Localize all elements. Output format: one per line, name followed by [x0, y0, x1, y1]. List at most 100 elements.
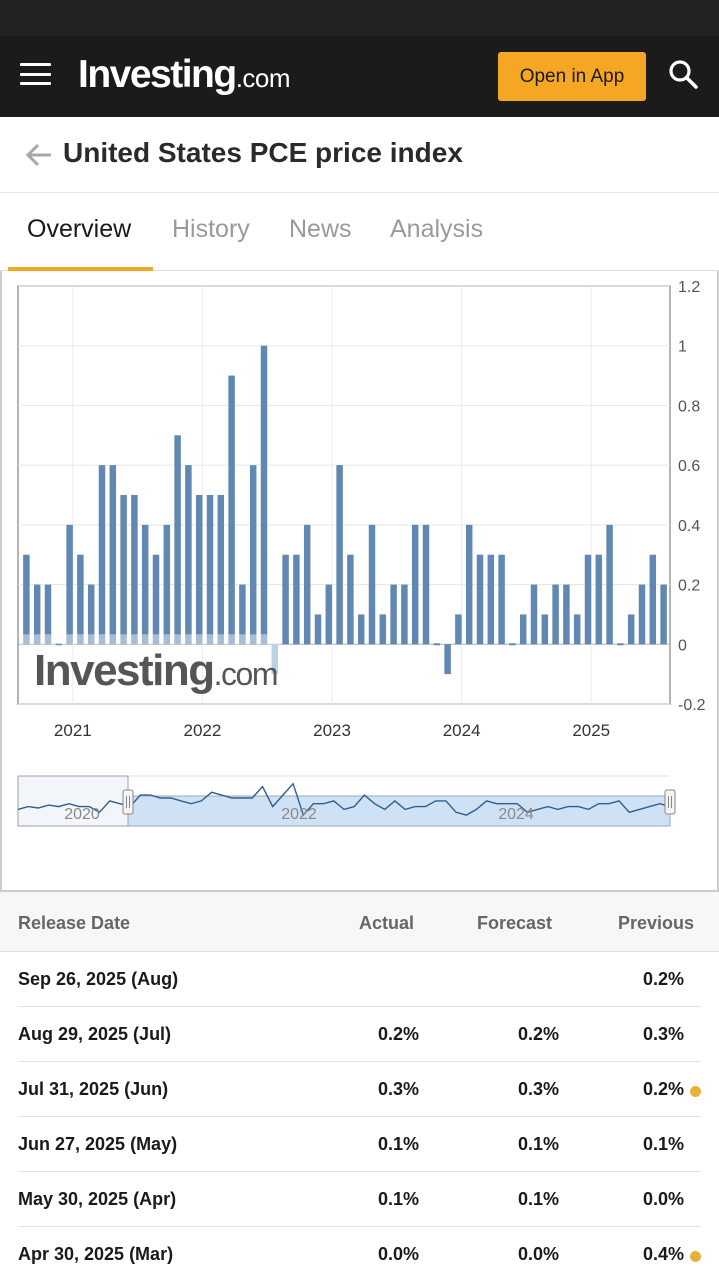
bar-2022-08[interactable] [282, 554, 289, 645]
navigator-selected-range[interactable] [127, 795, 671, 827]
cell-previous: 0.4% [642, 1244, 684, 1264]
tab-news[interactable]: News [289, 215, 352, 243]
bar-2021-10[interactable] [174, 435, 181, 645]
bar-2021-01[interactable] [77, 554, 84, 645]
tab-history[interactable]: History [172, 215, 250, 243]
table-row[interactable]: Apr 30, 2025 (Mar) 0.0% 0.0% 0.4% [0, 1227, 719, 1280]
pce-bar-chart[interactable]: Investing.com 1.2 1 0.8 0.6 0.4 0.2 0 -0.2 2021… [2, 271, 717, 890]
bar-2023-01[interactable] [336, 465, 343, 645]
bar-2024-04[interactable] [498, 554, 505, 645]
bar-2023-02[interactable] [347, 554, 354, 645]
bar-2023-10[interactable] [433, 643, 441, 646]
y-tick-label: 0.8 [678, 398, 700, 415]
bar-2022-02[interactable] [217, 495, 225, 645]
tab-overview[interactable]: Overview [27, 215, 132, 243]
bar-2022-05[interactable] [249, 465, 257, 645]
bar-2024-12[interactable] [584, 554, 592, 645]
table-row[interactable]: May 30, 2025 (Apr) 0.1% 0.1% 0.0% [0, 1172, 719, 1227]
bar-2021-09[interactable] [163, 524, 171, 645]
bar-2024-03[interactable] [487, 554, 495, 645]
bar-2024-10[interactable] [563, 584, 570, 645]
revision-dot-icon [690, 1251, 701, 1262]
bar-2024-11[interactable] [573, 614, 581, 645]
navigator-right-handle[interactable] [664, 789, 676, 815]
y-axis-ticks: 1.2 1 0.8 0.6 0.4 0.2 0 -0.2 [678, 279, 706, 714]
bar-2025-02[interactable] [606, 524, 613, 645]
bar-2023-05[interactable] [379, 614, 387, 645]
bar-2022-11[interactable] [314, 614, 322, 645]
cell-forecast: 0.3% [517, 1079, 559, 1099]
bar-2021-06[interactable] [131, 495, 138, 645]
table-row[interactable]: Sep 26, 2025 (Aug) 0.2% [0, 952, 719, 1007]
bar-2023-04[interactable] [368, 524, 376, 645]
table-row[interactable]: Jul 31, 2025 (Jun) 0.3% 0.3% 0.2% [0, 1062, 719, 1117]
bar-2020-10[interactable] [44, 584, 52, 645]
cell-release-date: Sep 26, 2025 (Aug) [18, 969, 179, 989]
bar-2022-06[interactable] [260, 345, 268, 645]
bar-2021-12[interactable] [195, 495, 203, 645]
chart-panel: Investing.com 1.2 1 0.8 0.6 0.4 0.2 0 -0.2 2021… [0, 271, 719, 892]
bar-2024-08[interactable] [541, 614, 549, 645]
bar-2025-03[interactable] [617, 643, 624, 646]
bar-2025-01[interactable] [595, 554, 603, 645]
cell-forecast: 0.1% [517, 1189, 559, 1209]
bar-2021-11[interactable] [185, 465, 192, 645]
table-row[interactable]: Jun 27, 2025 (May) 0.1% 0.1% 0.1% [0, 1117, 719, 1172]
bar-2024-01[interactable] [465, 524, 473, 645]
search-icon[interactable] [667, 58, 699, 90]
bar-2024-02[interactable] [476, 554, 484, 645]
bar-2020-09[interactable] [33, 584, 41, 645]
cell-release-date: May 30, 2025 (Apr) [18, 1189, 177, 1209]
bar-2025-07[interactable] [660, 584, 667, 645]
bar-2022-03[interactable] [228, 375, 235, 645]
navigator-label: 2020 [64, 806, 100, 823]
bar-2021-07[interactable] [141, 524, 149, 645]
cell-actual: 0.3% [377, 1079, 419, 1099]
navigator-left-handle[interactable] [122, 789, 134, 815]
y-tick-label: -0.2 [678, 697, 706, 714]
range-navigator[interactable]: 2020 2022 2024 [17, 775, 676, 827]
bar-2024-07[interactable] [530, 584, 538, 645]
bar-2021-02[interactable] [87, 584, 95, 645]
table-row[interactable]: Aug 29, 2025 (Jul) 0.2% 0.2% 0.3% [0, 1007, 719, 1062]
chart-bars [20, 345, 667, 675]
bar-2021-03[interactable] [98, 465, 106, 645]
arrow-left-icon[interactable] [24, 140, 54, 170]
bar-2022-04[interactable] [239, 584, 246, 645]
bar-2020-08[interactable] [23, 554, 30, 645]
bar-2024-05[interactable] [509, 643, 516, 646]
bar-2022-01[interactable] [206, 495, 214, 645]
page-title-bar: United States PCE price index [0, 117, 719, 193]
y-tick-label: 1 [678, 339, 687, 356]
bar-2025-05[interactable] [638, 584, 646, 645]
bar-2023-11[interactable] [444, 644, 451, 675]
bar-2020-12[interactable] [66, 524, 73, 645]
bar-2022-09[interactable] [293, 554, 300, 645]
bar-2020-11[interactable] [55, 643, 63, 646]
bar-2021-04[interactable] [109, 465, 117, 645]
cell-previous: 0.1% [642, 1134, 684, 1154]
bar-2023-07[interactable] [401, 584, 408, 645]
bar-2021-08[interactable] [152, 554, 160, 645]
bar-2022-12[interactable] [325, 584, 333, 645]
bar-2022-07[interactable] [271, 644, 279, 675]
bar-2023-08[interactable] [411, 524, 419, 645]
investing-logo[interactable]: Investing.com [78, 53, 291, 97]
bar-2025-04[interactable] [627, 614, 635, 645]
bar-2025-06[interactable] [649, 554, 657, 645]
open-in-app-button[interactable]: Open in App [498, 52, 646, 101]
bar-2023-12[interactable] [455, 614, 462, 645]
bar-2023-06[interactable] [390, 584, 397, 645]
bar-2021-05[interactable] [120, 495, 127, 645]
cell-previous: 0.3% [642, 1024, 684, 1044]
bar-2024-09[interactable] [552, 584, 559, 645]
bar-2022-10[interactable] [303, 524, 311, 645]
menu-icon[interactable] [20, 63, 51, 85]
tab-analysis[interactable]: Analysis [390, 215, 484, 243]
bar-2023-09[interactable] [422, 524, 430, 645]
cell-actual: 0.1% [377, 1134, 419, 1154]
bar-2023-03[interactable] [357, 614, 365, 645]
row-divider [18, 1226, 701, 1227]
watermark-suffix: .com [214, 656, 277, 692]
bar-2024-06[interactable] [519, 614, 527, 645]
